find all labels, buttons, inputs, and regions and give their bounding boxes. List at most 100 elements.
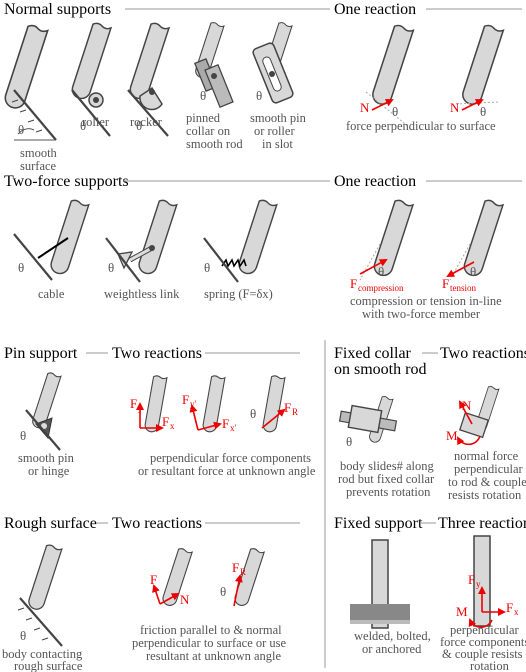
svg-text:θ: θ: [470, 264, 476, 279]
pin-note-2: or resultant force at unknown angle: [138, 464, 316, 478]
label-cable: cable: [38, 287, 65, 301]
collar-reaction-title: Two reactions: [440, 345, 526, 362]
svg-text:θ: θ: [378, 264, 384, 279]
label-rough-surface: rough surface: [14, 659, 83, 672]
collar-reaction: N M: [446, 384, 500, 446]
svg-text:θ: θ: [346, 434, 352, 449]
rough-reaction-components: F N: [150, 546, 193, 608]
collar-note-4: resists rotation: [448, 488, 522, 502]
label-weightless-link: weightless link: [104, 287, 180, 301]
spring-support: θ: [203, 198, 278, 283]
pin-support: θ: [20, 371, 62, 451]
fixed-note-1: perpendicular: [450, 623, 520, 637]
svg-text:F: F: [232, 560, 239, 575]
svg-text:N: N: [450, 100, 460, 115]
label-smooth-rod: smooth rod: [186, 137, 243, 151]
label-spring: spring (F=δx): [204, 287, 273, 301]
svg-text:R: R: [240, 567, 246, 577]
collar-title-2: on smooth rod: [334, 361, 426, 378]
pin-reaction-title: Two reactions: [112, 345, 202, 362]
pinned-collar-support: θ: [193, 20, 234, 109]
rough-note-3: resultant at unknown angle: [146, 649, 281, 663]
svg-text:F: F: [130, 396, 137, 411]
svg-text:tension: tension: [450, 283, 476, 293]
svg-text:y: y: [476, 579, 481, 589]
rocker-support: θ: [127, 21, 170, 137]
twoforce-reaction-title: One reaction: [334, 173, 416, 190]
svg-text:θ: θ: [250, 406, 256, 421]
rough-surface-support: θ: [17, 543, 63, 647]
svg-text:x: x: [170, 421, 175, 431]
fixed-note-3: & couple resists: [442, 647, 523, 661]
fixed-collar-support: θ: [338, 394, 398, 449]
normal-reaction-title: One reaction: [334, 1, 416, 18]
svg-text:θ: θ: [108, 260, 114, 275]
svg-text:F: F: [222, 416, 229, 431]
svg-text:N: N: [462, 398, 472, 413]
pin-title: Pin support: [4, 345, 78, 362]
fixed-note-2: force components: [440, 635, 526, 649]
svg-text:x': x': [230, 423, 237, 433]
label-or-hinge: or hinge: [28, 464, 70, 478]
svg-text:R: R: [292, 407, 298, 417]
label-smooth-pin: smooth pin: [18, 451, 75, 465]
svg-text:θ: θ: [80, 118, 86, 133]
svg-text:θ: θ: [20, 628, 26, 643]
svg-text:N: N: [360, 100, 370, 115]
compression-reaction: F compression θ: [350, 198, 414, 293]
svg-text:F: F: [150, 572, 157, 587]
label-or-roller: or roller: [254, 124, 295, 138]
svg-text:θ: θ: [20, 428, 26, 443]
fixed-reaction-title: Three reactions: [438, 515, 526, 532]
cable-support: θ: [13, 198, 90, 281]
svg-text:θ: θ: [392, 104, 398, 119]
rough-note-1: friction parallel to & normal: [140, 623, 282, 637]
svg-text:F: F: [468, 572, 475, 587]
label-prevents-rotation: prevents rotation: [346, 485, 431, 499]
label-body-contacting: body contacting: [2, 647, 83, 661]
svg-text:compression: compression: [358, 283, 404, 293]
roller-support: θ: [69, 21, 112, 137]
rough-reaction-title: Two reactions: [112, 515, 202, 532]
twoforce-title: Two-force supports: [4, 173, 129, 190]
svg-text:θ: θ: [204, 260, 210, 275]
svg-text:θ: θ: [18, 122, 24, 137]
fixed-title: Fixed support: [334, 515, 423, 532]
label-smooth: smooth: [20, 146, 58, 160]
label-welded-bolted: welded, bolted,: [354, 629, 431, 643]
label-or-anchored: or anchored: [362, 642, 422, 656]
collar-note-2: perpendicular: [454, 462, 524, 476]
rough-note-2: perpendicular to surface or use: [132, 636, 287, 650]
svg-text:F: F: [182, 392, 189, 407]
label-smooth-pin: smooth pin: [250, 111, 307, 125]
label-rocker: rocker: [130, 115, 163, 129]
svg-text:M: M: [456, 604, 468, 619]
smooth-surface-support: θ: [1, 23, 57, 141]
svg-text:y': y': [190, 399, 197, 409]
normal-supports-title: Normal supports: [4, 1, 111, 18]
pin-note-1: perpendicular force components: [150, 451, 311, 465]
twoforce-note-2: with two-force member: [362, 307, 481, 321]
collar-title-1: Fixed collar: [334, 345, 412, 362]
label-collar-on: collar on: [186, 124, 231, 138]
pin-in-slot-support: θ: [252, 20, 294, 104]
svg-text:θ: θ: [480, 104, 486, 119]
svg-text:F: F: [284, 400, 291, 415]
svg-text:F: F: [506, 600, 513, 615]
svg-text:θ: θ: [200, 88, 206, 103]
svg-text:F: F: [350, 276, 357, 291]
twoforce-note-1: compression or tension in-line: [350, 294, 502, 308]
fixed-note-4: rotation: [470, 659, 510, 672]
label-roller: roller: [82, 115, 110, 129]
collar-note-3: to rod & couple: [448, 475, 526, 489]
svg-text:θ: θ: [18, 260, 24, 275]
svg-text:x: x: [514, 607, 519, 617]
svg-text:M: M: [446, 428, 458, 443]
fixed-support: [350, 539, 410, 629]
